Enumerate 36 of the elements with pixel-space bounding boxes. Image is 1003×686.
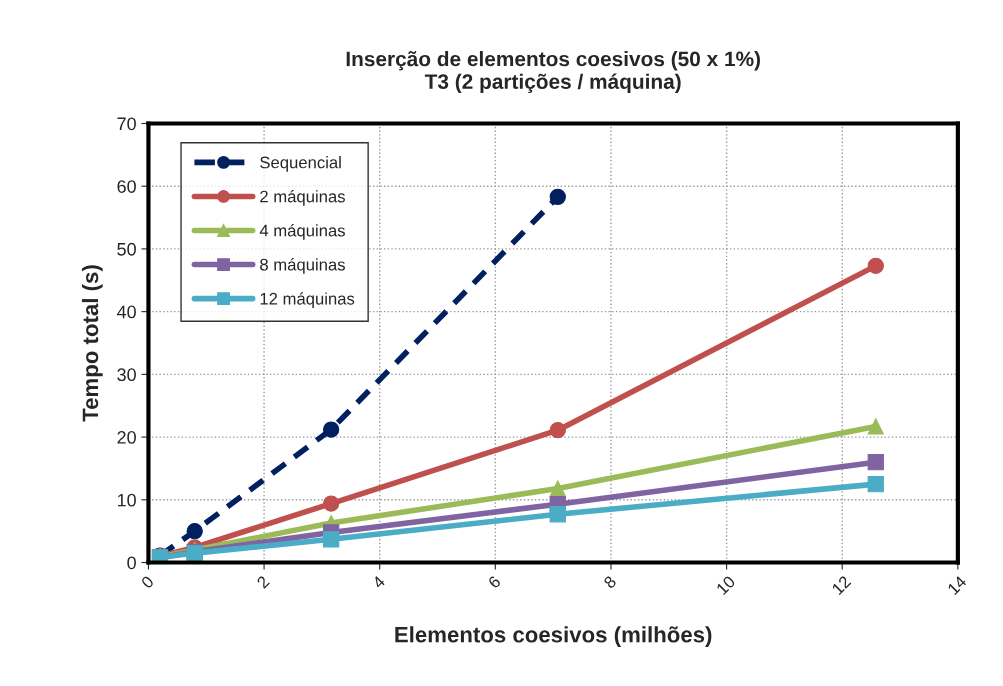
x-axis-title: Elementos coesivos (milhões) [395,626,712,647]
y-axis-title: Tempo total (s) [81,265,103,422]
point [549,422,566,439]
point [322,531,340,548]
y-tick-label: 0 [127,556,136,570]
legend-label: 2 máquinas [260,189,345,206]
y-tick-label: 70 [117,117,136,131]
point [322,421,340,438]
legend-label: Sequencial [260,156,341,172]
point [867,475,884,493]
y-tick-label: 50 [117,242,136,256]
y-tick-label: 20 [117,431,136,444]
y-tick-label: 60 [117,180,136,193]
point [549,480,566,497]
point [549,188,566,206]
x-tick-label: 8 [603,575,617,590]
y-tick-label: 30 [117,368,136,382]
chart-title: Inserção de elementos coesivos (50 x 1%) T3 (2 partições / máquina) [346,51,760,94]
legend-label: 4 máquinas [259,224,345,240]
point [867,418,884,435]
point [867,454,884,471]
x-tick-label: 0 [140,575,155,590]
x-tick-label: 6 [487,575,502,589]
x-tick-label: 14 [947,575,968,596]
legend-label: 8 máquinas [260,258,345,274]
point [549,506,566,523]
point [322,495,340,512]
legend-label: 12 máquinas [260,292,355,308]
x-tick-label: 4 [371,575,386,590]
x-tick-label: 2 [256,575,270,589]
y-tick-label: 40 [116,305,136,319]
x-tick-label: 10 [715,575,736,596]
point [186,523,203,540]
y-tick-label: 10 [117,493,136,507]
x-tick-label: 12 [831,575,852,596]
point [867,257,884,275]
